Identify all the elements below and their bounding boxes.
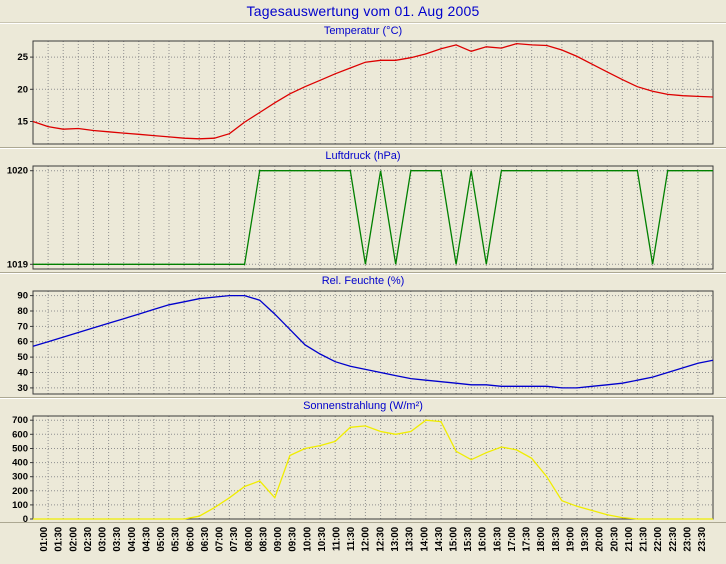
svg-text:15:30: 15:30	[463, 527, 474, 552]
svg-text:30: 30	[17, 383, 28, 394]
svg-text:21:30: 21:30	[639, 527, 650, 552]
svg-text:11:30: 11:30	[346, 527, 357, 551]
svg-text:23:30: 23:30	[697, 527, 708, 552]
svg-text:05:30: 05:30	[171, 527, 182, 552]
title-band: Tagesauswertung vom 01. Aug 2005	[0, 0, 726, 24]
svg-text:60: 60	[17, 337, 28, 348]
svg-text:19:30: 19:30	[580, 527, 591, 552]
svg-text:300: 300	[12, 472, 28, 483]
svg-text:500: 500	[12, 444, 28, 455]
humidity-plot: 30 40 50 60 70 80 90	[17, 290, 714, 395]
svg-text:09:30: 09:30	[288, 527, 299, 552]
svg-text:02:00: 02:00	[68, 527, 79, 552]
svg-text:18:00: 18:00	[536, 527, 547, 552]
svg-text:100: 100	[12, 500, 28, 511]
svg-text:21:00: 21:00	[624, 527, 635, 552]
svg-text:70: 70	[17, 322, 28, 333]
svg-text:02:30: 02:30	[83, 527, 94, 552]
svg-text:700: 700	[12, 416, 28, 427]
temperature-plot: 15 20 25	[17, 40, 714, 145]
radiation-plot: 0 100 200 300 400 500 600 700	[12, 416, 714, 522]
svg-text:50: 50	[17, 352, 28, 363]
svg-text:05:00: 05:00	[156, 527, 167, 552]
svg-text:01:00: 01:00	[39, 527, 50, 552]
svg-text:11:00: 11:00	[331, 527, 342, 551]
svg-text:06:00: 06:00	[185, 527, 196, 552]
svg-text:12:00: 12:00	[361, 527, 372, 552]
svg-text:20:00: 20:00	[595, 527, 606, 552]
temperature-chart-title: Temperatur (°C)	[323, 25, 403, 38]
svg-text:200: 200	[12, 486, 28, 497]
svg-text:08:30: 08:30	[258, 527, 269, 552]
svg-text:16:30: 16:30	[492, 527, 503, 552]
svg-text:04:30: 04:30	[141, 527, 152, 552]
svg-text:22:00: 22:00	[653, 527, 664, 552]
svg-text:20:30: 20:30	[609, 527, 620, 552]
svg-text:17:00: 17:00	[507, 527, 518, 552]
svg-text:400: 400	[12, 458, 28, 469]
time-axis-labels: 01:00 01:30 02:00 02:30 03:00 03:30 04:00 04:30…	[39, 527, 708, 552]
svg-text:1020: 1020	[7, 166, 28, 177]
svg-text:19:00: 19:00	[565, 527, 576, 552]
svg-text:17:30: 17:30	[522, 527, 533, 552]
humidity-chart-title: Rel. Feuchte (%)	[321, 275, 405, 288]
pressure-chart-title: Luftdruck (hPa)	[325, 150, 401, 163]
svg-text:03:00: 03:00	[98, 527, 109, 552]
svg-text:1019: 1019	[7, 260, 28, 271]
svg-text:600: 600	[12, 430, 28, 441]
svg-text:90: 90	[17, 291, 28, 302]
svg-text:23:00: 23:00	[682, 527, 693, 552]
svg-text:08:00: 08:00	[244, 527, 255, 552]
svg-text:15: 15	[17, 117, 28, 128]
humidity-panel: Rel. Feuchte (%) 30 40 50 60 70 80 90	[0, 273, 726, 399]
svg-text:16:00: 16:00	[478, 527, 489, 552]
svg-text:04:00: 04:00	[127, 527, 138, 552]
svg-text:80: 80	[17, 306, 28, 317]
svg-text:13:30: 13:30	[405, 527, 416, 552]
radiation-chart-title: Sonnenstrahlung (W/m²)	[303, 400, 423, 413]
svg-text:01:30: 01:30	[54, 527, 65, 552]
svg-text:03:30: 03:30	[112, 527, 123, 552]
temperature-panel: Temperatur (°C) 15 20 25	[0, 23, 726, 149]
svg-text:15:00: 15:00	[448, 527, 459, 552]
svg-text:12:30: 12:30	[375, 527, 386, 552]
svg-text:10:00: 10:00	[302, 527, 313, 552]
svg-text:14:00: 14:00	[419, 527, 430, 552]
svg-text:10:30: 10:30	[317, 527, 328, 552]
svg-text:07:30: 07:30	[229, 527, 240, 552]
svg-text:18:30: 18:30	[551, 527, 562, 552]
svg-text:22:30: 22:30	[668, 527, 679, 552]
svg-text:07:00: 07:00	[214, 527, 225, 552]
svg-text:20: 20	[17, 85, 28, 96]
pressure-panel: Luftdruck (hPa) 1019 1020	[0, 148, 726, 274]
radiation-panel: Sonnenstrahlung (W/m²) 0 100 200 300 400 500 6…	[0, 398, 726, 524]
svg-text:06:30: 06:30	[200, 527, 211, 552]
svg-text:25: 25	[17, 52, 28, 63]
page-title: Tagesauswertung vom 01. Aug 2005	[246, 3, 480, 19]
svg-text:09:00: 09:00	[273, 527, 284, 552]
svg-text:40: 40	[17, 368, 28, 379]
svg-text:0: 0	[23, 514, 28, 522]
svg-text:14:30: 14:30	[434, 527, 445, 552]
pressure-plot: 1019 1020	[7, 165, 714, 271]
svg-text:13:00: 13:00	[390, 527, 401, 552]
